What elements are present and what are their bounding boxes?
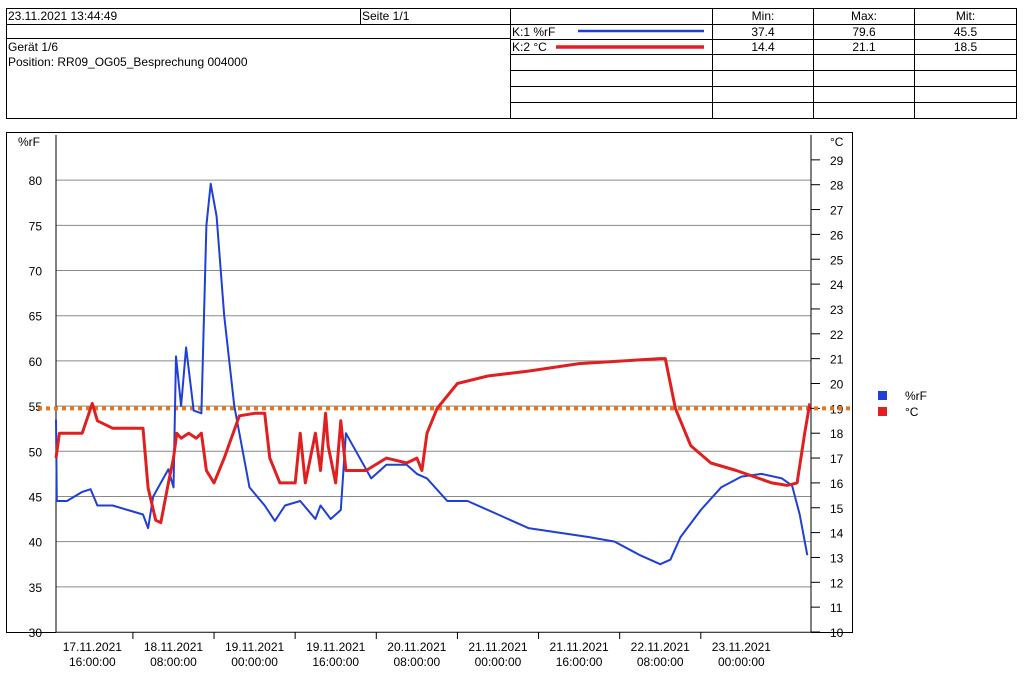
left-tick-label: 75 <box>29 219 43 233</box>
chart-frame <box>6 132 853 633</box>
right-tick-label: 17 <box>830 452 844 466</box>
left-tick-label: 50 <box>29 445 43 459</box>
x-tick-date: 21.11.2021 <box>468 640 527 654</box>
right-tick-label: 22 <box>830 328 844 342</box>
right-tick-label: 25 <box>830 253 844 267</box>
x-tick-time: 16:00:00 <box>312 655 359 669</box>
x-tick-date: 23.11.2021 <box>712 640 771 654</box>
right-tick-label: 11 <box>830 601 843 615</box>
gridlines <box>56 179 811 633</box>
left-tick-label: 35 <box>29 581 43 595</box>
report-header: 23.11.2021 13:44:49 Seite 1/1 Gerät 1/6 … <box>0 0 1024 125</box>
right-tick-label: 13 <box>830 551 844 565</box>
left-tick-label: 55 <box>29 400 43 414</box>
page-number: Seite 1/1 <box>362 9 410 23</box>
left-axis-label: %rF <box>18 135 40 149</box>
x-tick-time: 00:00:00 <box>231 655 278 669</box>
right-tick-label: 15 <box>830 502 844 516</box>
left-tick-label: 65 <box>29 310 43 324</box>
col-avg-header: Mit: <box>955 9 976 23</box>
x-tick-date: 20.11.2021 <box>387 640 446 654</box>
channel-1-avg: 45.5 <box>953 25 978 39</box>
right-tick-label: 19 <box>830 402 844 416</box>
x-tick-date: 22.11.2021 <box>631 640 690 654</box>
right-tick-label: 10 <box>830 626 844 640</box>
col-min-header: Min: <box>751 9 775 23</box>
x-tick-date: 19.11.2021 <box>225 640 284 654</box>
legend-swatch <box>878 391 887 400</box>
left-tick-label: 30 <box>29 626 43 640</box>
legend-label: %rF <box>905 389 927 403</box>
right-tick-label: 29 <box>830 154 844 168</box>
channel-1-min: 37.4 <box>751 25 775 39</box>
legend-swatch <box>878 407 887 416</box>
right-tick-label: 18 <box>830 427 844 441</box>
channel-2-avg: 18.5 <box>953 40 978 54</box>
position-label: Position: RR09_OG05_Besprechung 004000 <box>8 55 248 69</box>
channel-1-max: 79.6 <box>852 25 876 39</box>
x-tick-time: 08:00:00 <box>637 655 684 669</box>
print-timestamp: 23.11.2021 13:44:49 <box>8 9 118 23</box>
channel-2-min: 14.4 <box>751 40 775 54</box>
channel-2-label: K:2 °C <box>512 40 547 54</box>
right-tick-label: 26 <box>830 228 844 242</box>
right-tick-label: 24 <box>830 278 844 292</box>
x-tick-date: 21.11.2021 <box>550 640 609 654</box>
x-tick-time: 16:00:00 <box>69 655 116 669</box>
x-tick-date: 19.11.2021 <box>306 640 365 654</box>
x-tick-date: 17.11.2021 <box>63 640 122 654</box>
right-tick-label: 21 <box>830 353 844 367</box>
left-tick-label: 40 <box>29 536 43 550</box>
x-tick-time: 00:00:00 <box>718 655 765 669</box>
right-tick-label: 16 <box>830 477 844 491</box>
col-max-header: Max: <box>850 9 877 23</box>
x-tick-time: 08:00:00 <box>150 655 197 669</box>
right-tick-label: 27 <box>830 204 844 218</box>
right-tick-label: 12 <box>830 576 844 590</box>
legend-label: °C <box>905 405 919 419</box>
left-tick-label: 45 <box>29 490 43 504</box>
right-tick-label: 23 <box>830 303 844 317</box>
series-line-temperature <box>54 357 812 525</box>
x-tick-date: 18.11.2021 <box>144 640 203 654</box>
left-tick-label: 70 <box>29 265 43 279</box>
channel-2-max: 21.1 <box>852 40 876 54</box>
x-tick-time: 08:00:00 <box>393 655 440 669</box>
right-tick-label: 14 <box>830 527 844 541</box>
right-tick-label: 20 <box>830 378 844 392</box>
right-tick-label: 28 <box>830 179 844 193</box>
left-tick-label: 60 <box>29 355 43 369</box>
x-tick-time: 00:00:00 <box>475 655 522 669</box>
series-line-humidity <box>55 182 809 566</box>
right-axis-label: °C <box>830 135 844 149</box>
x-tick-time: 16:00:00 <box>556 655 603 669</box>
device-label: Gerät 1/6 <box>8 40 59 54</box>
left-tick-label: 80 <box>29 174 43 188</box>
header-grid <box>6 8 1017 119</box>
channel-1-label: K:1 %rF <box>512 25 556 39</box>
